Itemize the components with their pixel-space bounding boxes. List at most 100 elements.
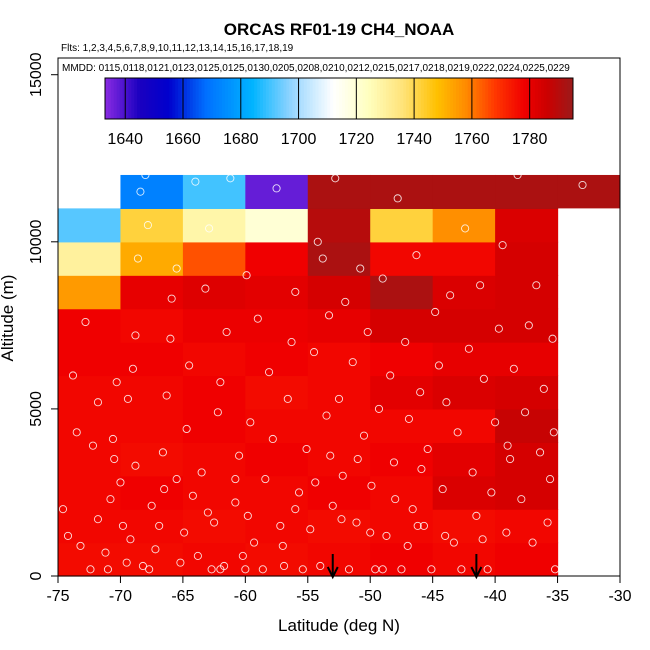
sample-point: [162, 391, 171, 400]
sample-point: [311, 478, 320, 487]
colorbar-swatch: [406, 78, 410, 119]
colorbar-swatch: [374, 78, 378, 119]
colorbar-swatch: [534, 78, 539, 119]
sample-point: [182, 424, 191, 434]
colorbar-swatch: [564, 78, 568, 119]
colorbar-swatch: [274, 78, 279, 119]
colorbar-tick-label: 1700: [281, 131, 317, 148]
sample-point: [291, 505, 300, 514]
colorbar-swatch: [502, 78, 507, 119]
heatmap-cell: [307, 509, 371, 544]
heatmap-cell: [370, 442, 434, 477]
sample-point: [110, 454, 119, 464]
sample-point: [543, 518, 552, 527]
sample-point: [241, 565, 250, 574]
colorbar-swatch: [227, 78, 232, 119]
chart-title: ORCAS RF01-19 CH4_NOAA: [224, 20, 455, 39]
colorbar-swatch: [219, 78, 223, 119]
sample-point: [291, 287, 300, 296]
heatmap-cell: [120, 275, 184, 310]
sample-point: [391, 495, 400, 504]
colorbar-swatch: [555, 78, 559, 119]
sample-point: [242, 271, 251, 280]
heatmap-cell: [307, 208, 371, 243]
sample-point: [210, 518, 219, 527]
colorbar-swatch: [312, 78, 317, 119]
colorbar-tick-label: 1720: [339, 131, 375, 148]
colorbar-swatch: [183, 78, 188, 119]
heatmap-cell: [370, 542, 434, 577]
sample-point: [438, 485, 447, 494]
colorbar-swatch: [254, 78, 258, 119]
heatmap-cell: [245, 375, 309, 410]
colorbar-swatch: [409, 78, 413, 119]
sample-point: [118, 521, 127, 530]
sample-point: [513, 170, 522, 180]
colorbar-swatch: [201, 78, 205, 119]
colorbar-swatch: [485, 78, 489, 119]
sample-point: [246, 418, 255, 427]
sample-point: [366, 528, 375, 537]
colorbar-swatch: [339, 78, 343, 119]
sample-point: [68, 371, 78, 380]
sample-point: [93, 515, 103, 524]
colorbar-swatch: [365, 78, 369, 119]
colorbar-swatch: [403, 78, 407, 119]
heatmap-cell: [120, 174, 184, 209]
colorbar-swatch: [324, 78, 328, 119]
colorbar-swatch: [315, 78, 320, 119]
colorbar-swatch: [450, 78, 454, 119]
sample-point: [188, 491, 197, 500]
sample-point: [353, 454, 362, 464]
sample-point: [147, 501, 156, 510]
colorbar-swatch: [327, 78, 331, 119]
colorbar-swatch: [213, 78, 217, 119]
heatmap-cell: [120, 308, 184, 343]
colorbar-swatch: [163, 78, 167, 119]
sample-point: [298, 565, 307, 574]
colorbar-swatch: [511, 78, 515, 119]
colorbar-swatch: [128, 78, 132, 119]
sample-point: [145, 565, 154, 574]
sample-point: [478, 535, 487, 544]
heatmap-cell: [245, 408, 309, 443]
colorbar-swatch: [429, 78, 434, 119]
colorbar-swatch: [356, 78, 360, 119]
sample-point: [155, 521, 164, 530]
sample-point: [166, 334, 175, 343]
heatmap-cell: [432, 174, 496, 209]
colorbar-swatch: [265, 78, 270, 119]
colorbar-swatch: [175, 78, 179, 119]
heatmap-cell: [307, 542, 371, 577]
colorbar-swatch: [517, 78, 521, 119]
heatmap-cell: [120, 342, 184, 377]
heatmap-cell: [432, 241, 496, 276]
colorbar-swatch: [151, 78, 156, 119]
colorbar-swatch: [532, 78, 536, 119]
sample-point: [203, 508, 212, 517]
colorbar-swatch: [236, 78, 241, 119]
heatmap-cell: [58, 542, 122, 577]
sample-point: [517, 495, 526, 504]
heatmap-cell: [307, 342, 371, 377]
sample-point: [502, 528, 511, 537]
heatmap-cell: [495, 174, 559, 209]
heatmap-cell: [245, 241, 309, 276]
sample-point: [386, 371, 395, 380]
sample-point: [226, 174, 235, 183]
colorbar-swatch: [391, 78, 396, 119]
heatmap-cell: [120, 509, 184, 544]
sample-point: [58, 505, 68, 514]
sample-point: [389, 458, 399, 467]
heatmap-cell: [432, 208, 496, 243]
sample-point: [578, 180, 587, 190]
colorbar-swatch: [125, 78, 129, 119]
heatmap-cell: [182, 208, 246, 243]
sample-point: [378, 565, 387, 574]
colorbar-tick-label: 1740: [396, 131, 432, 148]
colorbar-swatch: [464, 78, 469, 119]
flights-line: Flts: 1,2,3,4,5,6,7,8,9,10,11,12,13,14,1…: [61, 43, 294, 54]
colorbar-swatch: [283, 78, 287, 119]
sample-point: [326, 451, 335, 460]
colorbar-swatch: [435, 78, 439, 119]
